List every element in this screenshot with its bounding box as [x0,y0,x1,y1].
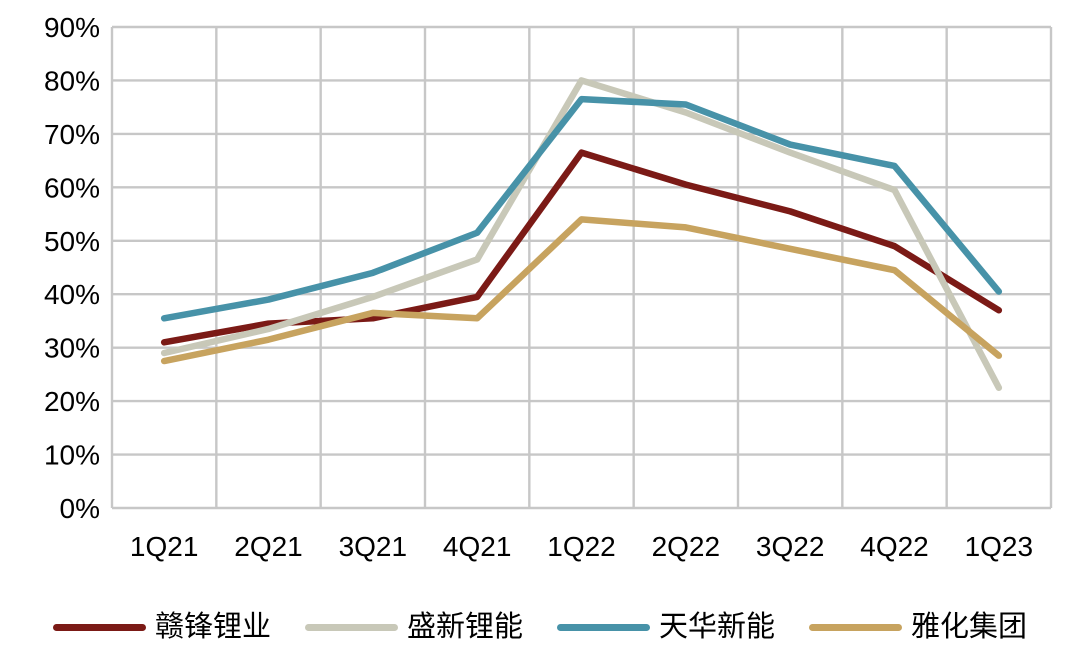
chart-legend: 赣锋锂业 盛新锂能 天华新能 雅化集团 [0,603,1080,651]
y-tick-label: 80% [44,65,100,96]
legend-label: 赣锋锂业 [154,610,271,643]
series-line-0 [160,149,1003,346]
series-line-3 [160,216,1003,365]
legend-swatch [52,623,146,631]
y-tick-label: 70% [44,119,100,150]
x-tick-label: 3Q22 [756,531,825,562]
x-tick-label: 1Q23 [965,531,1034,562]
legend-item-1: 盛新锂能 [304,610,523,643]
legend-item-3: 雅化集团 [809,610,1028,643]
x-tick-label: 1Q21 [130,531,199,562]
y-tick-label: 40% [44,279,100,310]
legend-label: 雅化集团 [911,610,1028,643]
x-tick-label: 4Q22 [860,531,929,562]
y-tick-label: 30% [44,333,100,364]
x-tick-label: 3Q21 [339,531,408,562]
y-tick-label: 60% [44,172,100,203]
legend-swatch [809,623,903,631]
y-tick-label: 10% [44,440,100,471]
y-tick-label: 0% [60,493,100,524]
series-line-2 [160,95,1003,322]
y-tick-label: 90% [44,12,100,43]
series-line-1 [160,77,1003,391]
legend-label: 天华新能 [659,610,776,643]
y-tick-label: 20% [44,386,100,417]
x-tick-label: 2Q21 [234,531,303,562]
legend-item-2: 天华新能 [557,610,776,643]
line-chart-plot: 0% 10% 20% 30% 40% 50% 60% 70% 80% 90% 1Q21 2Q21 3Q2… [44,12,1053,562]
x-tick-label: 2Q22 [652,531,721,562]
x-tick-label: 1Q22 [547,531,616,562]
legend-swatch [557,623,650,631]
y-tick-label: 50% [44,226,100,257]
x-axis-labels: 1Q21 2Q21 3Q21 4Q21 1Q22 2Q22 3Q22 4Q22 1Q23 [130,531,1033,562]
gridlines [110,25,1053,510]
y-axis-labels: 0% 10% 20% 30% 40% 50% 60% 70% 80% 90% [44,12,100,524]
x-tick-label: 4Q21 [443,531,512,562]
legend-item-0: 赣锋锂业 [52,610,271,643]
legend-label: 盛新锂能 [406,610,523,643]
legend-swatch [304,623,398,631]
